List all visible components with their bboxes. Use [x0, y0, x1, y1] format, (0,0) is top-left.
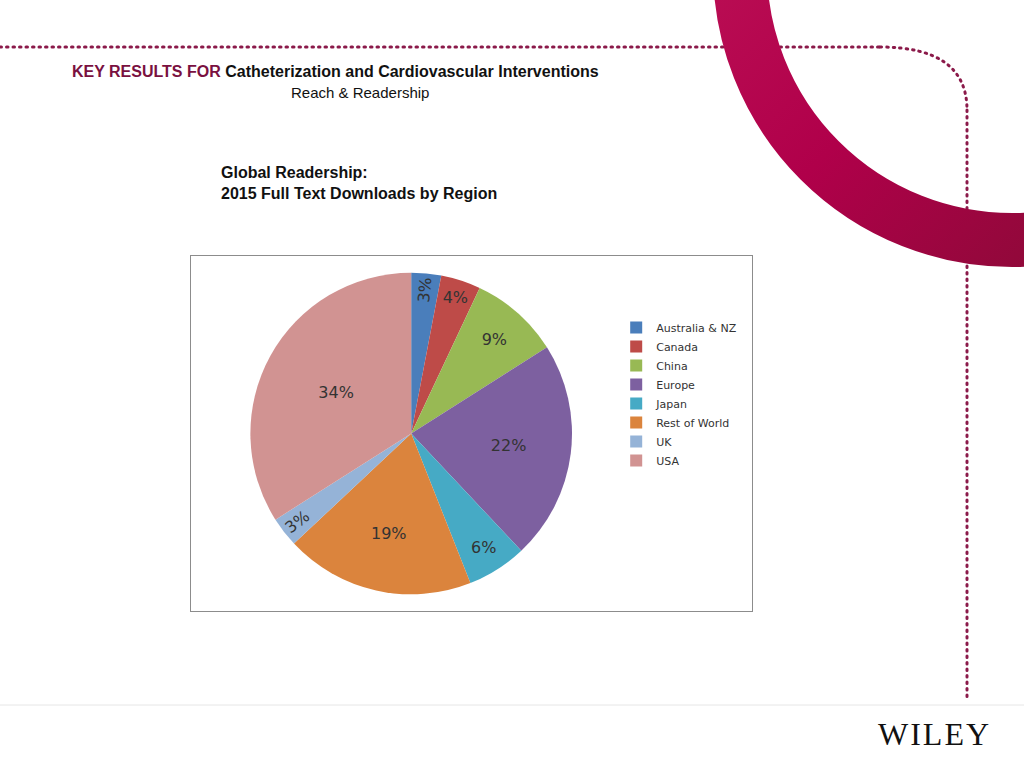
svg-text:3%: 3%: [414, 276, 435, 303]
svg-text:China: China: [656, 360, 687, 373]
svg-text:6%: 6%: [471, 538, 496, 557]
html-text:2015 Full Text Downloads by Re: 2015 Full Text Downloads by Region: [221, 185, 498, 202]
svg-text:9%: 9%: [482, 330, 507, 349]
svg-text:Europe: Europe: [656, 379, 695, 392]
html-text:Reach & Readership: Reach & Readership: [291, 84, 430, 101]
html-text:WILEY: WILEY: [878, 716, 992, 752]
svg-text:Australia & NZ: Australia & NZ: [656, 322, 736, 335]
svg-text:USA: USA: [656, 455, 679, 468]
svg-text:UK: UK: [656, 436, 672, 449]
svg-text:3%: 3%: [281, 507, 313, 538]
svg-text:Japan: Japan: [655, 398, 687, 411]
svg-text:Canada: Canada: [656, 341, 698, 354]
svg-text:22%: 22%: [491, 436, 527, 455]
svg-text:4%: 4%: [443, 288, 468, 307]
svg-text:34%: 34%: [318, 383, 354, 402]
svg-text:19%: 19%: [371, 524, 407, 543]
html-text:Global Readership:: Global Readership:: [221, 164, 368, 181]
svg-text:Rest of World: Rest of World: [656, 417, 729, 430]
html-text:KEY RESULTS FOR Catheterizatio: KEY RESULTS FOR Catheterization and Card…: [72, 63, 599, 80]
